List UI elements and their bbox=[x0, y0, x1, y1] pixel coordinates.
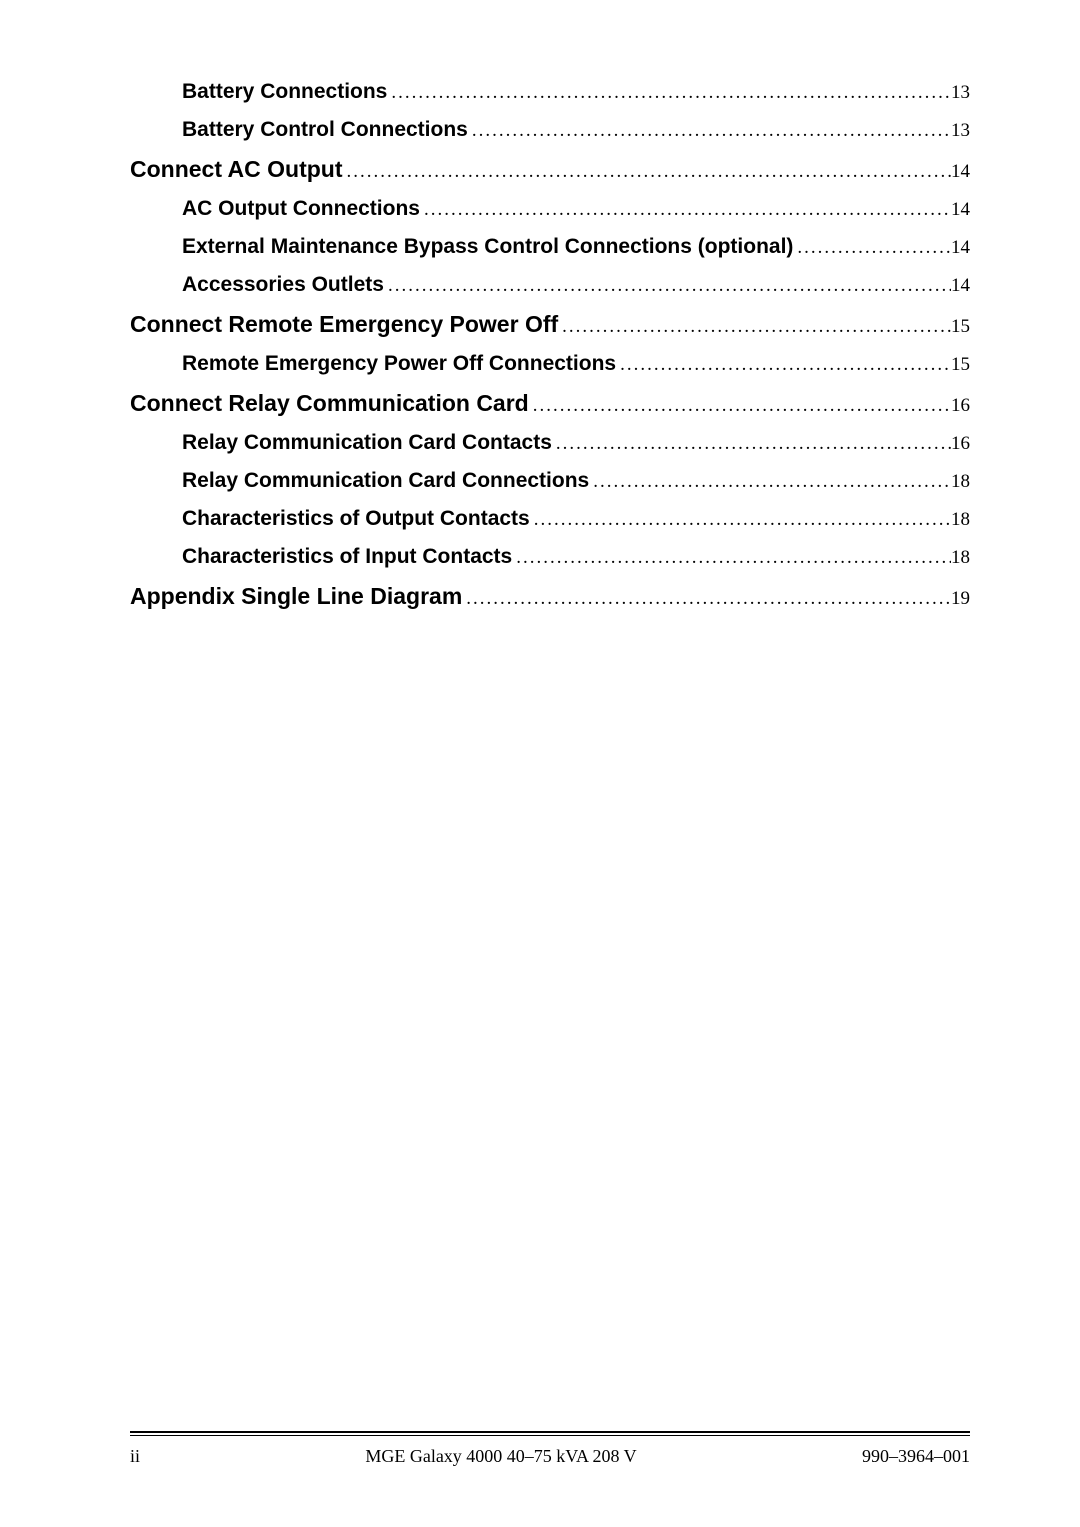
toc-leader-dots: ........................................… bbox=[387, 82, 951, 104]
page-footer: ii MGE Galaxy 4000 40–75 kVA 208 V 990–3… bbox=[130, 1431, 970, 1467]
toc-leader-dots: ........................................… bbox=[343, 161, 951, 183]
toc-title: Connect AC Output bbox=[130, 156, 343, 183]
toc-page-number: 19 bbox=[951, 588, 970, 610]
toc-entry: Relay Communication Card Connections ...… bbox=[130, 469, 970, 493]
toc-title: Characteristics of Input Contacts bbox=[182, 545, 512, 569]
toc-leader-dots: ........................................… bbox=[384, 275, 951, 297]
toc-title: AC Output Connections bbox=[182, 197, 420, 221]
toc-leader-dots: ........................................… bbox=[512, 547, 951, 569]
toc-leader-dots: ........................................… bbox=[529, 395, 951, 417]
toc-title: Connect Relay Communication Card bbox=[130, 390, 529, 417]
toc-page-number: 13 bbox=[951, 82, 970, 104]
toc-leader-dots: ........................................… bbox=[793, 237, 951, 259]
toc-leader-dots: ........................................… bbox=[420, 199, 951, 221]
toc-page-number: 14 bbox=[951, 199, 970, 221]
toc-title: Battery Control Connections bbox=[182, 118, 468, 142]
toc-entry: External Maintenance Bypass Control Conn… bbox=[130, 235, 970, 259]
footer-rule bbox=[130, 1431, 970, 1433]
toc-entry: Characteristics of Input Contacts ......… bbox=[130, 545, 970, 569]
toc-page-number: 14 bbox=[951, 161, 970, 183]
table-of-contents: Battery Connections ....................… bbox=[130, 80, 970, 610]
toc-title: Characteristics of Output Contacts bbox=[182, 507, 530, 531]
toc-leader-dots: ........................................… bbox=[530, 509, 951, 531]
footer-doc-number: 990–3964–001 bbox=[862, 1446, 970, 1467]
toc-title: Relay Communication Card Connections bbox=[182, 469, 589, 493]
toc-entry: Battery Control Connections ............… bbox=[130, 118, 970, 142]
toc-title: External Maintenance Bypass Control Conn… bbox=[182, 235, 793, 259]
toc-title: Accessories Outlets bbox=[182, 273, 384, 297]
toc-entry: Connect Remote Emergency Power Off .....… bbox=[130, 311, 970, 338]
toc-page-number: 14 bbox=[951, 237, 970, 259]
toc-page-number: 15 bbox=[951, 316, 970, 338]
toc-entry: Characteristics of Output Contacts .....… bbox=[130, 507, 970, 531]
toc-leader-dots: ........................................… bbox=[616, 354, 951, 376]
toc-title: Connect Remote Emergency Power Off bbox=[130, 311, 558, 338]
toc-leader-dots: ........................................… bbox=[558, 316, 951, 338]
footer-rule bbox=[130, 1435, 970, 1436]
footer-page-roman: ii bbox=[130, 1446, 140, 1467]
footer-product-title: MGE Galaxy 4000 40–75 kVA 208 V bbox=[140, 1446, 862, 1467]
toc-leader-dots: ........................................… bbox=[552, 433, 951, 455]
page: Battery Connections ....................… bbox=[0, 0, 1080, 1527]
toc-page-number: 16 bbox=[951, 395, 970, 417]
toc-entry: Remote Emergency Power Off Connections .… bbox=[130, 352, 970, 376]
toc-page-number: 16 bbox=[951, 433, 970, 455]
toc-page-number: 18 bbox=[951, 547, 970, 569]
toc-title: Remote Emergency Power Off Connections bbox=[182, 352, 616, 376]
toc-entry: Connect Relay Communication Card .......… bbox=[130, 390, 970, 417]
toc-page-number: 15 bbox=[951, 354, 970, 376]
toc-page-number: 18 bbox=[951, 471, 970, 493]
toc-title: Relay Communication Card Contacts bbox=[182, 431, 552, 455]
toc-page-number: 14 bbox=[951, 275, 970, 297]
toc-page-number: 18 bbox=[951, 509, 970, 531]
toc-leader-dots: ........................................… bbox=[462, 588, 951, 610]
toc-entry: Relay Communication Card Contacts ......… bbox=[130, 431, 970, 455]
toc-title: Battery Connections bbox=[182, 80, 387, 104]
toc-entry: Connect AC Output ......................… bbox=[130, 156, 970, 183]
footer-text-row: ii MGE Galaxy 4000 40–75 kVA 208 V 990–3… bbox=[130, 1446, 970, 1467]
toc-entry: Appendix Single Line Diagram ...........… bbox=[130, 583, 970, 610]
toc-entry: Battery Connections ....................… bbox=[130, 80, 970, 104]
toc-title: Appendix Single Line Diagram bbox=[130, 583, 462, 610]
toc-leader-dots: ........................................… bbox=[468, 120, 951, 142]
toc-leader-dots: ........................................… bbox=[589, 471, 951, 493]
toc-page-number: 13 bbox=[951, 120, 970, 142]
toc-entry: AC Output Connections ..................… bbox=[130, 197, 970, 221]
toc-entry: Accessories Outlets ....................… bbox=[130, 273, 970, 297]
